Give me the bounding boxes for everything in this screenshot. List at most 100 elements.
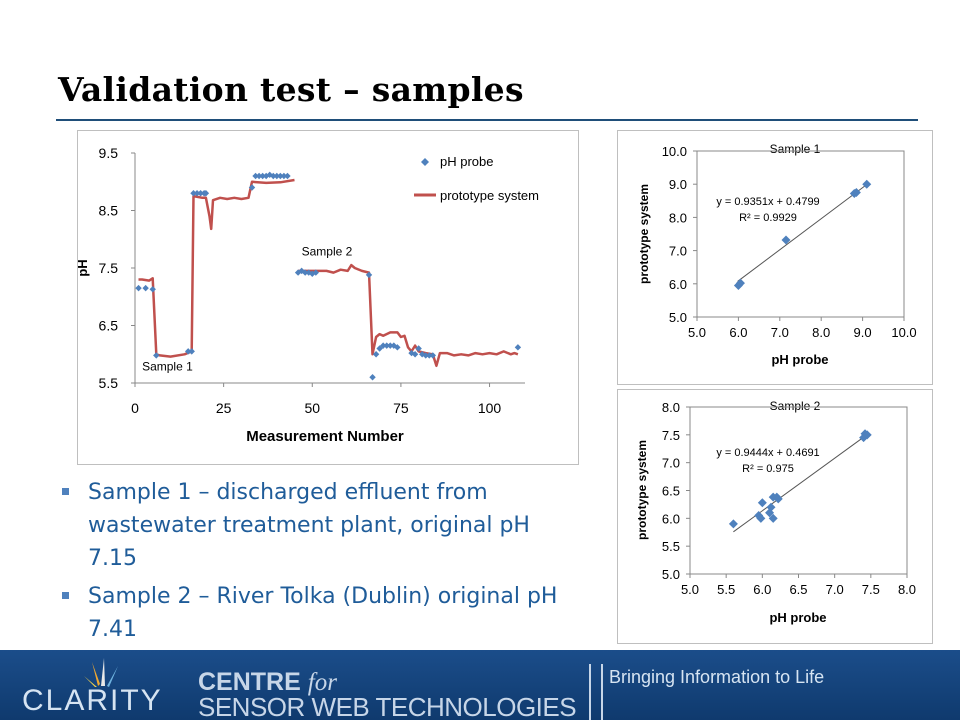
s2-x-tick-label: 8.0 bbox=[898, 582, 916, 597]
s1-equation: y = 0.9351x + 0.4799 bbox=[716, 196, 819, 208]
centre-word: CENTRE bbox=[198, 668, 301, 696]
main-y-tick-label: 7.5 bbox=[99, 260, 119, 276]
s1-y-tick-label: 7.0 bbox=[669, 244, 687, 259]
bullet-text: Sample 1 – discharged effluent from wast… bbox=[88, 480, 530, 571]
ph-probe-point bbox=[372, 351, 380, 358]
ph-probe-point bbox=[422, 352, 429, 359]
ph-probe-point bbox=[153, 352, 160, 359]
s2-y-tick-label: 6.5 bbox=[662, 484, 680, 499]
s2-point bbox=[773, 494, 783, 504]
main-x-tick-label: 75 bbox=[393, 400, 409, 416]
s1-y-tick-label: 10.0 bbox=[662, 144, 687, 159]
s2-x-tick-label: 6.0 bbox=[753, 582, 771, 597]
main-y-tick-label: 8.5 bbox=[99, 203, 119, 219]
bullet-item: Sample 1 – discharged effluent from wast… bbox=[58, 476, 578, 575]
slide-title: Validation test – samples bbox=[58, 70, 524, 109]
s2-y-label: prototype system bbox=[635, 440, 649, 540]
s1-y-label: prototype system bbox=[637, 184, 651, 284]
s2-r2: R² = 0.975 bbox=[742, 463, 794, 475]
sample-annotation: Sample 2 bbox=[302, 244, 353, 258]
s2-plot-area bbox=[689, 406, 908, 575]
s1-y-ticks: 5.0 6.0 7.0 8.0 9.0 10.0 bbox=[662, 144, 697, 325]
s2-x-tick-label: 7.5 bbox=[862, 582, 880, 597]
title-rule bbox=[56, 119, 918, 121]
legend-label-prototype: prototype system bbox=[440, 188, 539, 203]
main-y-tick-label: 5.5 bbox=[99, 375, 119, 391]
main-y-ticks: 5.5 6.5 7.5 8.5 9.5 bbox=[99, 145, 135, 391]
s1-r2: R² = 0.9929 bbox=[739, 212, 797, 224]
ph-probe-point bbox=[312, 269, 320, 276]
s1-x-tick-label: 6.0 bbox=[729, 325, 747, 340]
bullet-item: Sample 2 – River Tolka (Dublin) original… bbox=[58, 580, 578, 646]
ph-probe-point bbox=[426, 352, 433, 359]
main-annotations: Sample 1 Sample 2 bbox=[142, 244, 353, 373]
s2-x-tick-label: 5.5 bbox=[717, 582, 735, 597]
ph-probe-point bbox=[415, 345, 422, 352]
s1-x-tick-label: 7.0 bbox=[771, 325, 789, 340]
bullet-square-icon bbox=[62, 488, 69, 495]
legend-marker-icon bbox=[421, 158, 429, 166]
s1-x-tick-label: 9.0 bbox=[854, 325, 872, 340]
ph-probe-point bbox=[284, 172, 291, 180]
s1-x-ticks: 5.0 6.0 7.0 8.0 9.0 10.0 bbox=[688, 317, 917, 340]
s2-y-tick-label: 8.0 bbox=[662, 400, 680, 415]
ph-probe-point bbox=[376, 345, 383, 352]
ph-probe-point bbox=[277, 172, 284, 180]
s2-y-tick-label: 5.5 bbox=[662, 539, 680, 554]
legend-label-ph-probe: pH probe bbox=[440, 154, 493, 169]
main-x-ticks: 0 25 50 75 100 bbox=[131, 383, 501, 416]
main-x-tick-label: 100 bbox=[478, 400, 502, 416]
ph-probe-point bbox=[390, 342, 398, 349]
ph-probe-point bbox=[270, 172, 277, 180]
ph-probe-point bbox=[383, 342, 390, 349]
bullet-list: Sample 1 – discharged effluent from wast… bbox=[58, 476, 578, 651]
ph-probe-point bbox=[193, 190, 201, 197]
main-x-tick-label: 25 bbox=[216, 400, 232, 416]
s2-point bbox=[728, 519, 738, 529]
main-x-tick-label: 50 bbox=[304, 400, 320, 416]
sample-annotation: Sample 1 bbox=[142, 359, 193, 373]
main-line-layer bbox=[138, 178, 519, 368]
s1-y-tick-label: 9.0 bbox=[669, 177, 687, 192]
bullet-text: Sample 2 – River Tolka (Dublin) original… bbox=[88, 584, 558, 642]
s1-y-tick-label: 6.0 bbox=[669, 277, 687, 292]
ph-probe-point bbox=[411, 351, 419, 358]
s2-x-ticks: 5.0 5.5 6.0 6.5 7.0 7.5 8.0 bbox=[681, 574, 916, 597]
main-y-label: pH bbox=[78, 259, 90, 276]
s2-y-tick-label: 7.5 bbox=[662, 428, 680, 443]
ph-probe-point bbox=[379, 342, 387, 349]
footer-banner: CLARITY CENTRE for SENSOR WEB TECHNOLOGI… bbox=[0, 650, 960, 720]
ph-probe-point bbox=[255, 172, 263, 180]
ph-probe-point bbox=[142, 284, 149, 292]
s2-x-tick-label: 7.0 bbox=[826, 582, 844, 597]
s2-point bbox=[766, 502, 776, 512]
s2-y-tick-label: 6.0 bbox=[662, 511, 680, 526]
main-y-tick-label: 6.5 bbox=[99, 318, 119, 334]
s1-x-label: pH probe bbox=[771, 352, 828, 367]
s1-y-tick-label: 8.0 bbox=[669, 210, 687, 225]
s2-x-tick-label: 6.5 bbox=[789, 582, 807, 597]
s1-x-tick-label: 5.0 bbox=[688, 325, 706, 340]
ph-probe-point bbox=[365, 271, 373, 279]
s2-x-tick-label: 5.0 bbox=[681, 582, 699, 597]
main-marker-layer bbox=[135, 171, 522, 381]
s1-points bbox=[733, 179, 872, 290]
main-x-tick-label: 0 bbox=[131, 400, 139, 416]
main-legend: pH probe prototype system bbox=[414, 154, 539, 203]
ph-probe-point bbox=[188, 348, 195, 355]
ph-probe-point bbox=[301, 269, 309, 276]
sample2-title: Sample 2 bbox=[770, 399, 821, 413]
sample2-chart: Sample 2 5.0 5.5 6.0 6.5 7.0 7.5 8.0 5.0 5.5 6.0… bbox=[635, 399, 916, 625]
ph-probe-point bbox=[429, 352, 437, 359]
s1-x-tick-label: 10.0 bbox=[891, 325, 916, 340]
s1-trendline bbox=[737, 182, 870, 282]
divider-bars-icon bbox=[589, 664, 603, 720]
s1-point bbox=[851, 188, 861, 197]
sample1-title: Sample 1 bbox=[770, 142, 821, 156]
ph-probe-point bbox=[387, 342, 394, 349]
ph-probe-point bbox=[394, 344, 401, 351]
s2-equation: y = 0.9444x + 0.4691 bbox=[716, 447, 819, 459]
clarity-logo-icon bbox=[84, 658, 118, 687]
ph-probe-point bbox=[514, 344, 522, 351]
s1-point bbox=[735, 278, 745, 288]
